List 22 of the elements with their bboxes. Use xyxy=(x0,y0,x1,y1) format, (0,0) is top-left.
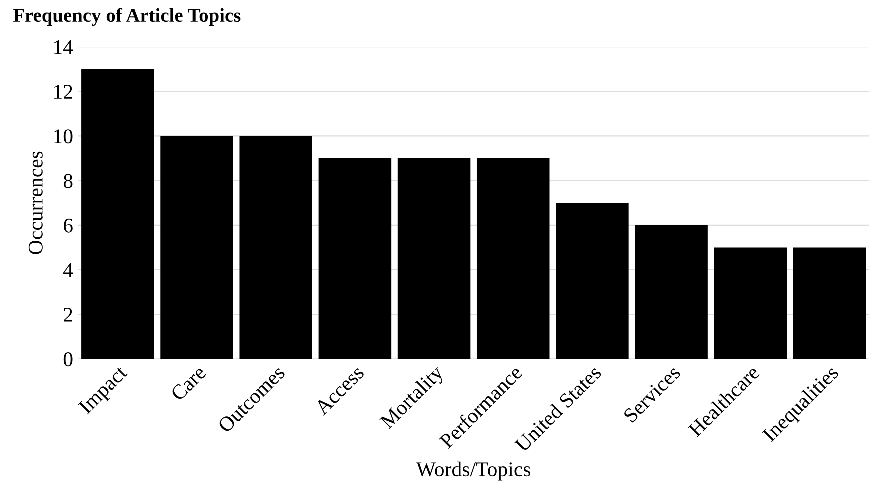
bar xyxy=(476,158,550,360)
y-tick-label: 6 xyxy=(64,218,73,233)
bar xyxy=(793,248,866,360)
y-tick-label: 14 xyxy=(54,40,74,54)
bar xyxy=(635,225,708,360)
y-tick-label: 8 xyxy=(64,174,73,188)
y-tick-label: 0 xyxy=(64,352,73,367)
bar xyxy=(160,136,234,360)
chart-title: Frequency of Article Topics xyxy=(13,8,241,26)
y-tick-label: 2 xyxy=(64,308,72,322)
bar xyxy=(318,158,392,360)
x-tick-label: Care xyxy=(170,365,207,402)
bar xyxy=(714,248,788,360)
x-axis-title: Words/Topics xyxy=(416,462,531,481)
bar xyxy=(240,136,312,360)
y-tick-label: 12 xyxy=(54,85,72,99)
y-axis-title: Occurrences xyxy=(28,152,43,254)
bar xyxy=(82,69,154,360)
y-tick-label: 4 xyxy=(64,264,74,278)
y-tick-label: 10 xyxy=(54,130,73,144)
bar xyxy=(556,203,629,360)
bar xyxy=(398,158,471,360)
